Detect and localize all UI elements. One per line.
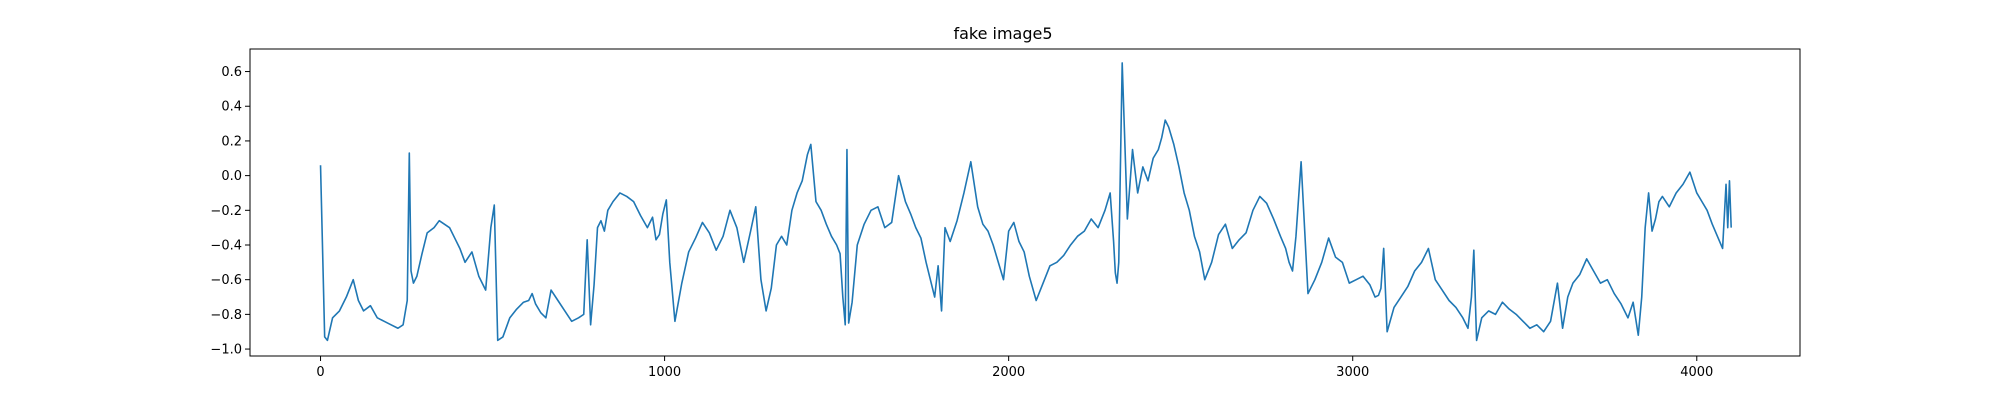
x-tick-label: 1000 <box>648 365 681 380</box>
x-tick-label: 2000 <box>992 365 1025 380</box>
x-axis: 0 1000 2000 3000 4000 <box>316 356 1713 380</box>
y-tick-label: −0.8 <box>210 308 242 323</box>
plot-area <box>319 62 1732 342</box>
y-tick-label: −0.6 <box>210 273 242 288</box>
y-tick-label: 0.0 <box>221 169 242 184</box>
x-tick-label: 4000 <box>1680 365 1713 380</box>
y-tick-label: −1.0 <box>210 343 242 358</box>
plot-frame <box>249 48 1801 357</box>
y-tick-label: −0.4 <box>210 238 242 253</box>
series-line-0 <box>319 62 1732 342</box>
y-tick-label: 0.4 <box>221 100 242 115</box>
y-tick-label: 0.6 <box>221 65 242 80</box>
x-tick-label: 0 <box>316 365 324 380</box>
x-tick-label: 3000 <box>1336 365 1369 380</box>
chart-title: fake image5 <box>953 24 1052 43</box>
y-tick-label: 0.2 <box>221 134 242 149</box>
y-axis: −1.0 −0.8 −0.6 −0.4 −0.2 0.0 0.2 0.4 0.6 <box>210 65 250 358</box>
y-tick-label: −0.2 <box>210 204 242 219</box>
